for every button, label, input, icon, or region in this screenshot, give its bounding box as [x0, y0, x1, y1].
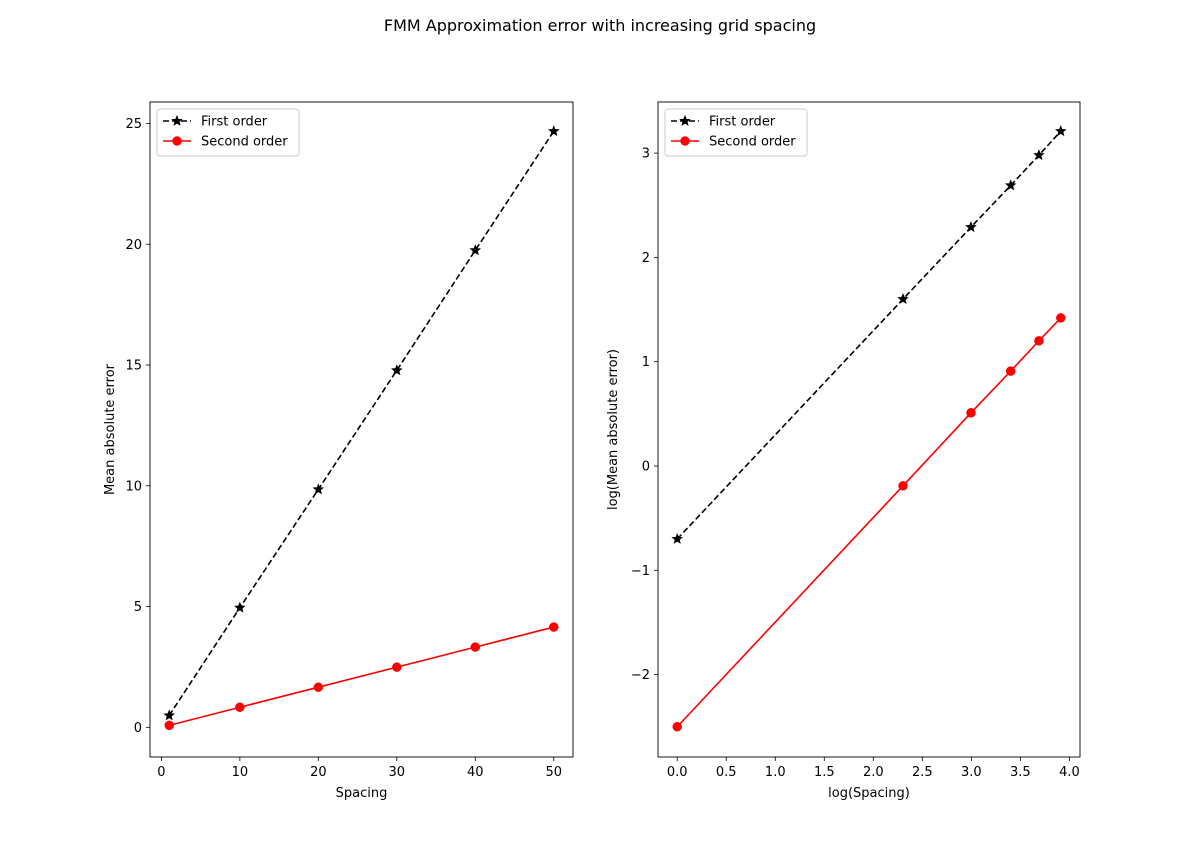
legend-label: Second order — [201, 135, 288, 150]
data-point — [1034, 336, 1044, 346]
legend-marker — [680, 136, 690, 146]
data-point — [234, 601, 246, 613]
legend-label: Second order — [709, 135, 796, 150]
y-tick-label: 3 — [642, 147, 650, 162]
x-tick-label: 10 — [232, 765, 249, 780]
subplot-1: 0 10 20 30 40 50 0 5 10 15 20 25 Spacing Mean absolut… — [103, 101, 574, 801]
y-tick-label: 10 — [125, 479, 142, 494]
data-point — [1005, 366, 1016, 376]
x-axis-label: log(Spacing) — [828, 786, 910, 801]
data-point — [671, 532, 683, 544]
y-tick-label: 5 — [134, 600, 142, 615]
x-tick-label: 0.0 — [667, 765, 688, 780]
plot-area — [658, 102, 1080, 757]
legend-label: First order — [709, 115, 776, 130]
data-point — [1033, 149, 1045, 161]
y-tick-label: 2 — [642, 251, 650, 266]
x-tick-label: 1.5 — [814, 765, 835, 780]
x-tick-label: 40 — [467, 765, 484, 780]
x-tick-label: 3.5 — [1010, 765, 1031, 780]
y-tick-label: 25 — [125, 117, 142, 132]
x-tick-label: 0 — [157, 765, 165, 780]
data-point — [163, 709, 175, 721]
data-point — [235, 702, 245, 712]
data-point — [392, 662, 402, 672]
data-point — [966, 408, 976, 418]
legend-marker — [172, 136, 182, 146]
plot-area — [150, 102, 573, 757]
series-second-order — [164, 622, 559, 731]
y-tick-label: 15 — [125, 359, 142, 374]
legend: First order Second order — [664, 108, 808, 157]
y-axis-label: Mean absolute error — [103, 363, 118, 495]
x-tick-label: 50 — [545, 765, 562, 780]
legend: First order Second order — [156, 108, 300, 157]
y-tick-label: 1 — [642, 355, 650, 370]
series-line — [676, 317, 1062, 728]
data-point — [469, 244, 482, 256]
series-second-order — [672, 313, 1066, 732]
subplot-2: 0.0 0.5 1.0 1.5 2.0 2.5 3.0 3.5 4.0 −2 −1 0 1 2 3 log(S… — [606, 101, 1081, 801]
data-point — [897, 293, 909, 305]
x-tick-label: 30 — [389, 765, 406, 780]
x-tick-label: 1.0 — [765, 765, 786, 780]
data-point — [470, 642, 481, 652]
y-tick-label: 20 — [125, 238, 142, 253]
axes-frame — [657, 101, 1081, 758]
data-point — [164, 720, 174, 731]
series-line — [169, 626, 554, 727]
data-point — [312, 483, 325, 495]
data-point — [549, 622, 559, 632]
data-point — [313, 682, 324, 692]
series-first-order — [671, 125, 1067, 544]
legend-box — [664, 108, 808, 157]
data-point — [1056, 313, 1066, 323]
x-tick-label: 0.5 — [716, 765, 737, 780]
x-tick-label: 4.0 — [1059, 765, 1080, 780]
series-line — [676, 130, 1062, 540]
x-tick-label: 20 — [310, 765, 327, 780]
y-tick-label: 0 — [642, 460, 650, 475]
legend-marker — [171, 114, 183, 126]
x-tick-label: 2.0 — [863, 765, 884, 780]
data-point — [1055, 125, 1067, 137]
x-axis-label: Spacing — [336, 786, 388, 801]
figure-title: FMM Approximation error with increasing … — [384, 16, 816, 35]
y-axis-label: log(Mean absolute error) — [606, 349, 621, 510]
axes-frame — [149, 101, 574, 758]
series-first-order — [163, 125, 560, 721]
legend-label: First order — [201, 115, 268, 130]
legend-box — [156, 108, 300, 157]
y-tick-label: 0 — [134, 721, 142, 736]
data-point — [548, 125, 560, 137]
x-tick-label: 2.5 — [912, 765, 933, 780]
legend-marker — [679, 114, 691, 126]
data-point — [1004, 179, 1017, 191]
y-tick-label: −2 — [631, 668, 650, 683]
data-point — [898, 481, 908, 491]
data-point — [391, 364, 403, 376]
y-tick-label: −1 — [631, 564, 650, 579]
data-point — [965, 221, 977, 233]
x-tick-label: 3.0 — [961, 765, 982, 780]
series-line — [168, 130, 555, 716]
data-point — [672, 722, 682, 732]
